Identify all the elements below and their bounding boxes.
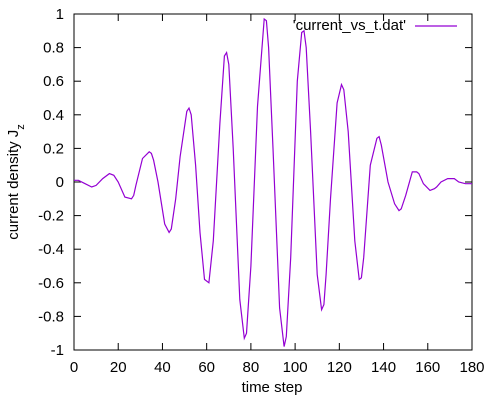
x-tick-label: 80 bbox=[243, 359, 260, 376]
series-line-current-vs-t bbox=[74, 17, 472, 347]
y-tick-label: 0.2 bbox=[43, 140, 64, 157]
y-tick-label: -0.4 bbox=[38, 241, 64, 258]
legend: 'current_vs_t.dat' bbox=[293, 17, 457, 34]
x-tick-label: 60 bbox=[198, 359, 215, 376]
y-tick-label: 0.6 bbox=[43, 73, 64, 90]
x-tick-label: 0 bbox=[70, 359, 78, 376]
legend-label: 'current_vs_t.dat' bbox=[293, 17, 406, 34]
y-axis-label: current density Jz bbox=[5, 124, 27, 240]
y-axis-label-main: current density J bbox=[5, 130, 22, 240]
y-tick-label: -0.2 bbox=[38, 208, 64, 225]
x-tick-label: 140 bbox=[371, 359, 396, 376]
x-axis-label: time step bbox=[242, 379, 303, 396]
ticks-group bbox=[73, 13, 473, 351]
y-tick-label: 0.4 bbox=[43, 107, 64, 124]
y-tick-label: 1 bbox=[56, 6, 64, 23]
x-tick-label: 40 bbox=[154, 359, 171, 376]
tick-labels-group: 0 20 40 60 80 100 120 140 160 180 -1 -0.8 -0.6 -0.4 -0… bbox=[38, 6, 484, 376]
x-tick-label: 120 bbox=[327, 359, 352, 376]
x-tick-label: 180 bbox=[459, 359, 484, 376]
y-tick-label: -0.8 bbox=[38, 308, 64, 325]
x-tick-label: 160 bbox=[415, 359, 440, 376]
y-tick-label: -0.6 bbox=[38, 275, 64, 292]
y-tick-label: 0.8 bbox=[43, 40, 64, 57]
x-tick-label: 20 bbox=[110, 359, 127, 376]
y-tick-label: -1 bbox=[51, 342, 64, 359]
y-axis-label-subscript: z bbox=[15, 124, 27, 130]
y-tick-label: 0 bbox=[56, 174, 64, 191]
plot-frame bbox=[73, 13, 473, 351]
x-tick-label: 100 bbox=[283, 359, 308, 376]
